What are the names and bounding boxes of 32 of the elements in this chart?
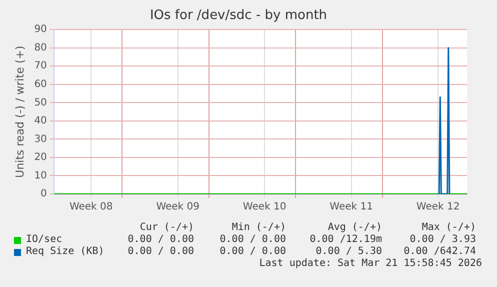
y-tick-label: 40: [34, 116, 47, 127]
text: Avg (-/+): [328, 222, 382, 233]
y-tick-label: 90: [34, 24, 47, 36]
text: Max (-/+): [422, 222, 476, 233]
y-axis-title: Units read (-) / write (+): [13, 46, 26, 178]
x-tick-label: Week 08: [69, 202, 113, 213]
legend-label: Req Size (KB): [26, 246, 104, 257]
x-tick-label: Week 12: [416, 202, 460, 213]
text: 0.00 /12.19m: [310, 234, 382, 245]
y-tick-label: 60: [34, 78, 47, 90]
y-tick-label: 20: [34, 152, 47, 164]
y-tick-label: 50: [34, 97, 47, 108]
text: Last update: Sat Mar 21 15:58:45 2026: [259, 258, 482, 269]
text: 0.00 / 5.30: [316, 246, 382, 257]
chart-title: IOs for /dev/sdc - by month: [150, 8, 328, 24]
text: 0.00 / 0.00: [128, 246, 194, 257]
text: 0.00 / 0.00: [128, 234, 194, 245]
text: 0.00 / 0.00: [220, 234, 286, 245]
text: Min (-/+): [232, 222, 286, 233]
x-tick-label: Week 10: [242, 202, 286, 213]
y-tick-label: 70: [34, 60, 47, 72]
y-tick-label: 10: [34, 170, 47, 182]
x-tick-label: Week 09: [156, 202, 200, 213]
y-tick-label: 30: [34, 134, 47, 145]
text: Cur (-/+): [140, 222, 194, 233]
text: 0.00 /642.74: [404, 246, 476, 257]
text: 0.00 / 3.93: [410, 234, 476, 245]
y-tick-label: 80: [34, 42, 47, 54]
x-tick-label: Week 11: [330, 202, 373, 213]
text: 0.00 / 0.00: [220, 246, 286, 257]
legend-label: IO/sec: [26, 234, 62, 245]
y-tick-label: 0: [40, 188, 47, 200]
